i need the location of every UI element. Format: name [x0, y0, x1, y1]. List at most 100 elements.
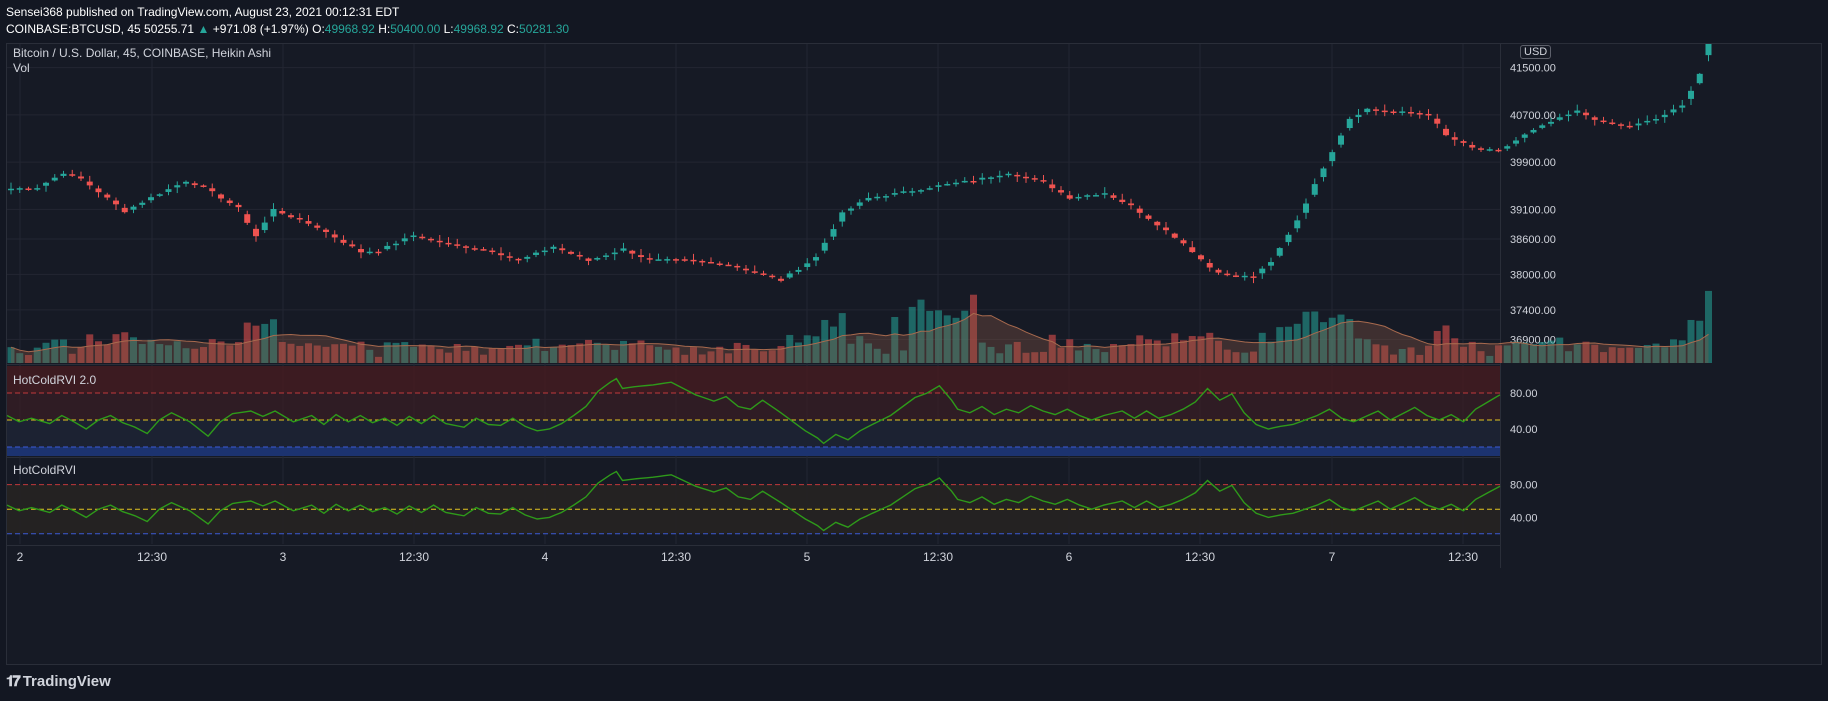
volume-bar: [305, 343, 312, 363]
candle-body: [655, 259, 662, 261]
candle-body: [611, 252, 618, 255]
volume-bar: [585, 339, 592, 363]
rvi2-label: HotColdRVI: [13, 463, 77, 477]
symbol-ohlc-line: COINBASE:BTCUSD, 45 50255.71 ▲ +971.08 (…: [6, 22, 569, 36]
volume-bar: [7, 347, 15, 363]
candle-body: [1644, 120, 1651, 123]
candle-body: [1583, 112, 1589, 116]
candle-body: [804, 263, 811, 267]
candle-body: [1696, 73, 1703, 84]
volume-bar: [366, 349, 374, 363]
volume-bar: [138, 344, 146, 363]
candle-body: [305, 221, 312, 224]
candle-body: [471, 248, 478, 250]
candle-body: [769, 275, 776, 278]
volume-bar: [1416, 354, 1424, 363]
candle-body: [734, 265, 741, 268]
volume-bar: [410, 346, 417, 363]
tradingview-logo-text: TradingView: [22, 673, 111, 690]
candle-body: [1425, 113, 1432, 116]
close-value: 50281.30: [519, 22, 570, 36]
volume-bar: [1591, 344, 1599, 363]
volume-bar: [1547, 340, 1555, 363]
x-tick-label: 12:30: [137, 550, 167, 564]
currency-label[interactable]: USD: [1520, 45, 1552, 59]
volume-bar: [978, 342, 986, 363]
volume-bar: [1495, 345, 1502, 363]
candle-body: [1206, 262, 1213, 268]
volume-bar: [1083, 343, 1091, 363]
candle-body: [979, 177, 986, 180]
volume-bar: [1451, 338, 1459, 363]
volume-bar: [103, 344, 111, 363]
candle-body: [1705, 44, 1712, 56]
volume-bar: [173, 341, 181, 363]
volume-bar: [1652, 343, 1660, 363]
candle-body: [708, 261, 714, 264]
cold-zone: [7, 447, 1500, 456]
volume-bar: [1538, 342, 1546, 363]
candle-body: [148, 197, 154, 201]
volume-bar: [226, 345, 234, 363]
tradingview-logo[interactable]: 𝟏𝟕 TradingView: [6, 673, 111, 690]
volume-bar: [1687, 319, 1695, 363]
volume-bar: [401, 342, 409, 363]
candle-body: [559, 248, 566, 251]
volume-bar: [1197, 336, 1205, 363]
candle-body: [725, 264, 732, 267]
candle-body: [69, 174, 76, 176]
volume-bar: [130, 337, 137, 363]
candle-body: [760, 273, 767, 275]
candle-body: [1259, 268, 1266, 274]
volume-bar: [1661, 347, 1669, 363]
candle-body: [1381, 110, 1388, 113]
candle-body: [909, 191, 916, 193]
candle-body: [961, 180, 968, 183]
candle-body: [270, 209, 277, 217]
candle-body: [1189, 247, 1196, 253]
volume-bar: [777, 346, 785, 363]
candle-body: [664, 259, 671, 261]
price-axis-label: 37400.00: [1510, 305, 1556, 317]
candle-body: [629, 250, 636, 254]
candle-body: [515, 258, 522, 261]
candle-body: [480, 249, 487, 251]
candle-body: [1215, 269, 1222, 273]
x-tick-label: 12:30: [1448, 550, 1478, 564]
close-label: C:: [507, 22, 520, 36]
volume-bar: [51, 339, 59, 363]
volume-bar: [1398, 349, 1406, 363]
volume-bar: [952, 317, 960, 363]
volume-bar: [1346, 319, 1354, 363]
rvi-line: [6, 470, 1501, 532]
candle-body: [1355, 114, 1362, 118]
candle-body: [139, 202, 146, 205]
volume-bar: [550, 347, 557, 363]
volume-bar: [278, 342, 286, 363]
volume-bar: [1005, 344, 1012, 363]
change-arrow-icon: ▲: [197, 22, 210, 36]
volume-bar: [471, 346, 479, 363]
volume-bar: [935, 310, 942, 363]
candle-body: [1154, 221, 1161, 226]
volume-bar: [1066, 339, 1074, 363]
candle-body: [1495, 149, 1502, 152]
candle-body: [1600, 120, 1607, 123]
volume-bar: [1643, 344, 1651, 363]
candle-body: [891, 193, 898, 195]
candle-body: [1618, 124, 1624, 126]
price-axis-label: 41500.00: [1510, 63, 1556, 75]
last-price: 50255.71: [144, 22, 195, 36]
candle-body: [1163, 227, 1169, 231]
volume-bar: [191, 348, 199, 363]
candle-body: [1591, 117, 1598, 120]
volume-bar: [25, 355, 32, 363]
volume-bar: [16, 353, 24, 363]
candle-body: [200, 185, 207, 187]
candle-body: [410, 235, 417, 238]
rvi-line: [6, 377, 1501, 445]
volume-bar: [462, 350, 470, 363]
candle-body: [366, 251, 373, 254]
volume-bar: [348, 345, 356, 363]
